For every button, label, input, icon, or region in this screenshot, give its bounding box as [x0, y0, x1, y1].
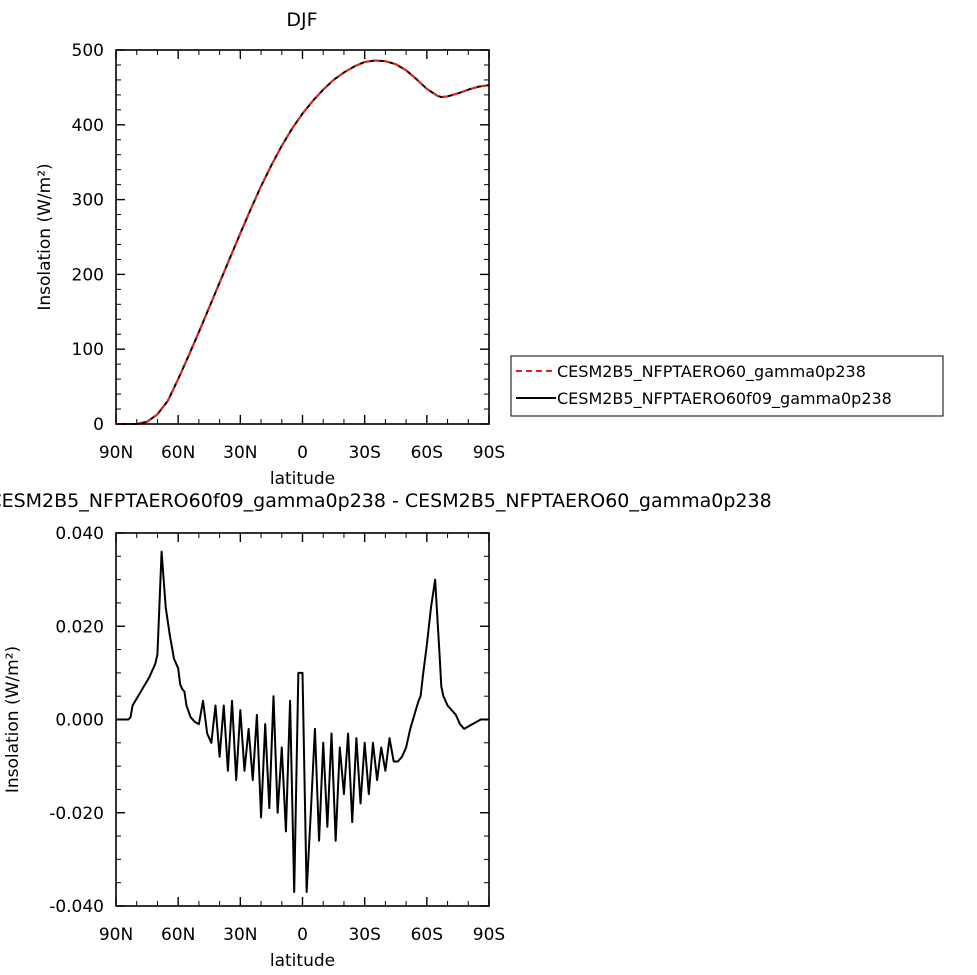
bottom-panel: CESM2B5_NFPTAERO60f09_gamma0p238 - CESM2… — [0, 490, 772, 971]
y-tick-label: 0 — [93, 415, 104, 435]
y-tick-label: -0.020 — [49, 804, 104, 824]
x-tick-label: 30N — [223, 925, 257, 945]
y-tick-label: 0.040 — [55, 524, 104, 544]
x-tick-label: 60S — [411, 925, 443, 945]
series-line-0 — [116, 59, 490, 425]
x-tick-label: 90S — [473, 443, 505, 463]
y-tick-label: 300 — [72, 191, 104, 211]
legend-box — [510, 355, 944, 417]
series-lines — [116, 59, 490, 425]
x-tick-label: 30N — [223, 443, 257, 463]
y-tick-label: 500 — [72, 41, 104, 61]
series-line-1 — [116, 59, 490, 425]
chart-title: CESM2B5_NFPTAERO60f09_gamma0p238 - CESM2… — [0, 490, 772, 512]
series-line-0 — [116, 550, 489, 894]
y-tick-label: 200 — [72, 265, 104, 285]
series-lines — [116, 550, 489, 894]
x-tick-label: 90S — [473, 925, 505, 945]
x-tick-label: 30S — [348, 925, 380, 945]
y-axis-label: Insolation (W/m²) — [3, 646, 23, 793]
x-tick-label: 30S — [348, 443, 380, 463]
plot-frame — [115, 532, 490, 907]
legend-entry-1: CESM2B5_NFPTAERO60f09_gamma0p238 — [557, 389, 892, 409]
x-axis-label: latitude — [270, 951, 335, 971]
x-tick-label: 0 — [297, 443, 308, 463]
x-tick-label: 60N — [161, 443, 195, 463]
x-tick-label: 90N — [99, 925, 133, 945]
x-tick-label: 60S — [411, 443, 443, 463]
top-panel: DJF latitude Insolation (W/m²) 90N 60N 30N… — [35, 9, 505, 489]
x-tick-label: 0 — [297, 925, 308, 945]
y-tick-label: 0.000 — [55, 711, 104, 731]
x-axis-label: latitude — [270, 469, 335, 489]
tick-marks: 90N 60N 30N 0 30S 60S 90S 0 100 200 300 400 500 — [72, 41, 506, 463]
x-tick-label: 90N — [99, 443, 133, 463]
chart-title: DJF — [286, 9, 317, 31]
y-tick-label: 0.020 — [55, 617, 104, 637]
y-tick-label: -0.040 — [49, 897, 104, 917]
tick-marks: 90N 60N 30N 0 30S 60S 90S -0.040 -0.020 0.000 0.02… — [49, 524, 505, 945]
x-tick-label: 60N — [161, 925, 195, 945]
plot-frame — [115, 49, 490, 425]
legend-entry-0: CESM2B5_NFPTAERO60_gamma0p238 — [557, 362, 866, 382]
y-axis-label: Insolation (W/m²) — [35, 163, 55, 310]
y-tick-label: 100 — [72, 340, 104, 360]
legend: CESM2B5_NFPTAERO60_gamma0p238 CESM2B5_NF… — [510, 355, 944, 417]
y-tick-label: 400 — [72, 116, 104, 136]
